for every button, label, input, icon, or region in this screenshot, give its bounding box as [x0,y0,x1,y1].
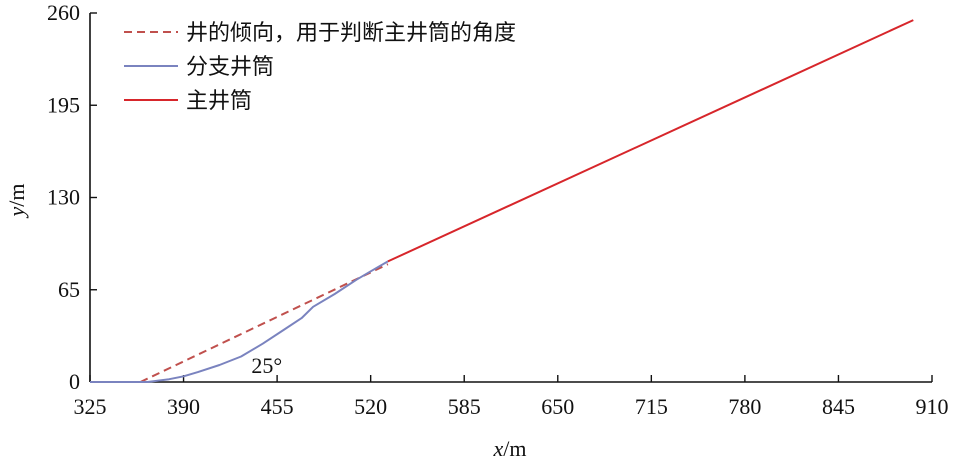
y-tick-label: 195 [47,92,80,117]
y-axis-unit: /m [4,184,29,207]
series-line-2 [90,260,389,383]
series-line-1 [139,263,389,383]
x-tick-label: 390 [167,394,200,419]
legend-label-2: 分支井筒 [186,55,274,80]
y-axis-label: y/m [4,184,29,219]
y-axis-variable: y [4,207,29,219]
y-tick-label: 260 [47,0,80,25]
x-axis-label: x/m [493,436,527,461]
y-tick-label: 130 [47,185,80,210]
series-line-3 [387,19,914,263]
series-layer [90,19,914,383]
x-tick-label: 715 [635,394,668,419]
legend-label-1: 井的倾向，用于判断主井筒的角度 [186,21,516,46]
x-axis-unit: /m [503,436,526,461]
x-tick-label: 325 [74,394,107,419]
y-tick-label: 65 [58,277,80,302]
x-tick-label: 780 [728,394,761,419]
x-tick-label: 585 [448,394,481,419]
x-tick-label: 650 [541,394,574,419]
x-tick-label: 520 [354,394,387,419]
x-tick-label: 845 [822,394,855,419]
legend-label-3: 主井筒 [186,89,252,114]
x-tick-label: 455 [261,394,294,419]
axes-layer: 325 390 455 520 585 650 715 780 845 910 0 65 130 195 2… [47,0,949,419]
y-tick-label: 0 [69,369,80,394]
x-axis-variable: x [493,436,504,461]
x-tick-label: 910 [916,394,949,419]
angle-annotation: 25° [251,353,282,378]
